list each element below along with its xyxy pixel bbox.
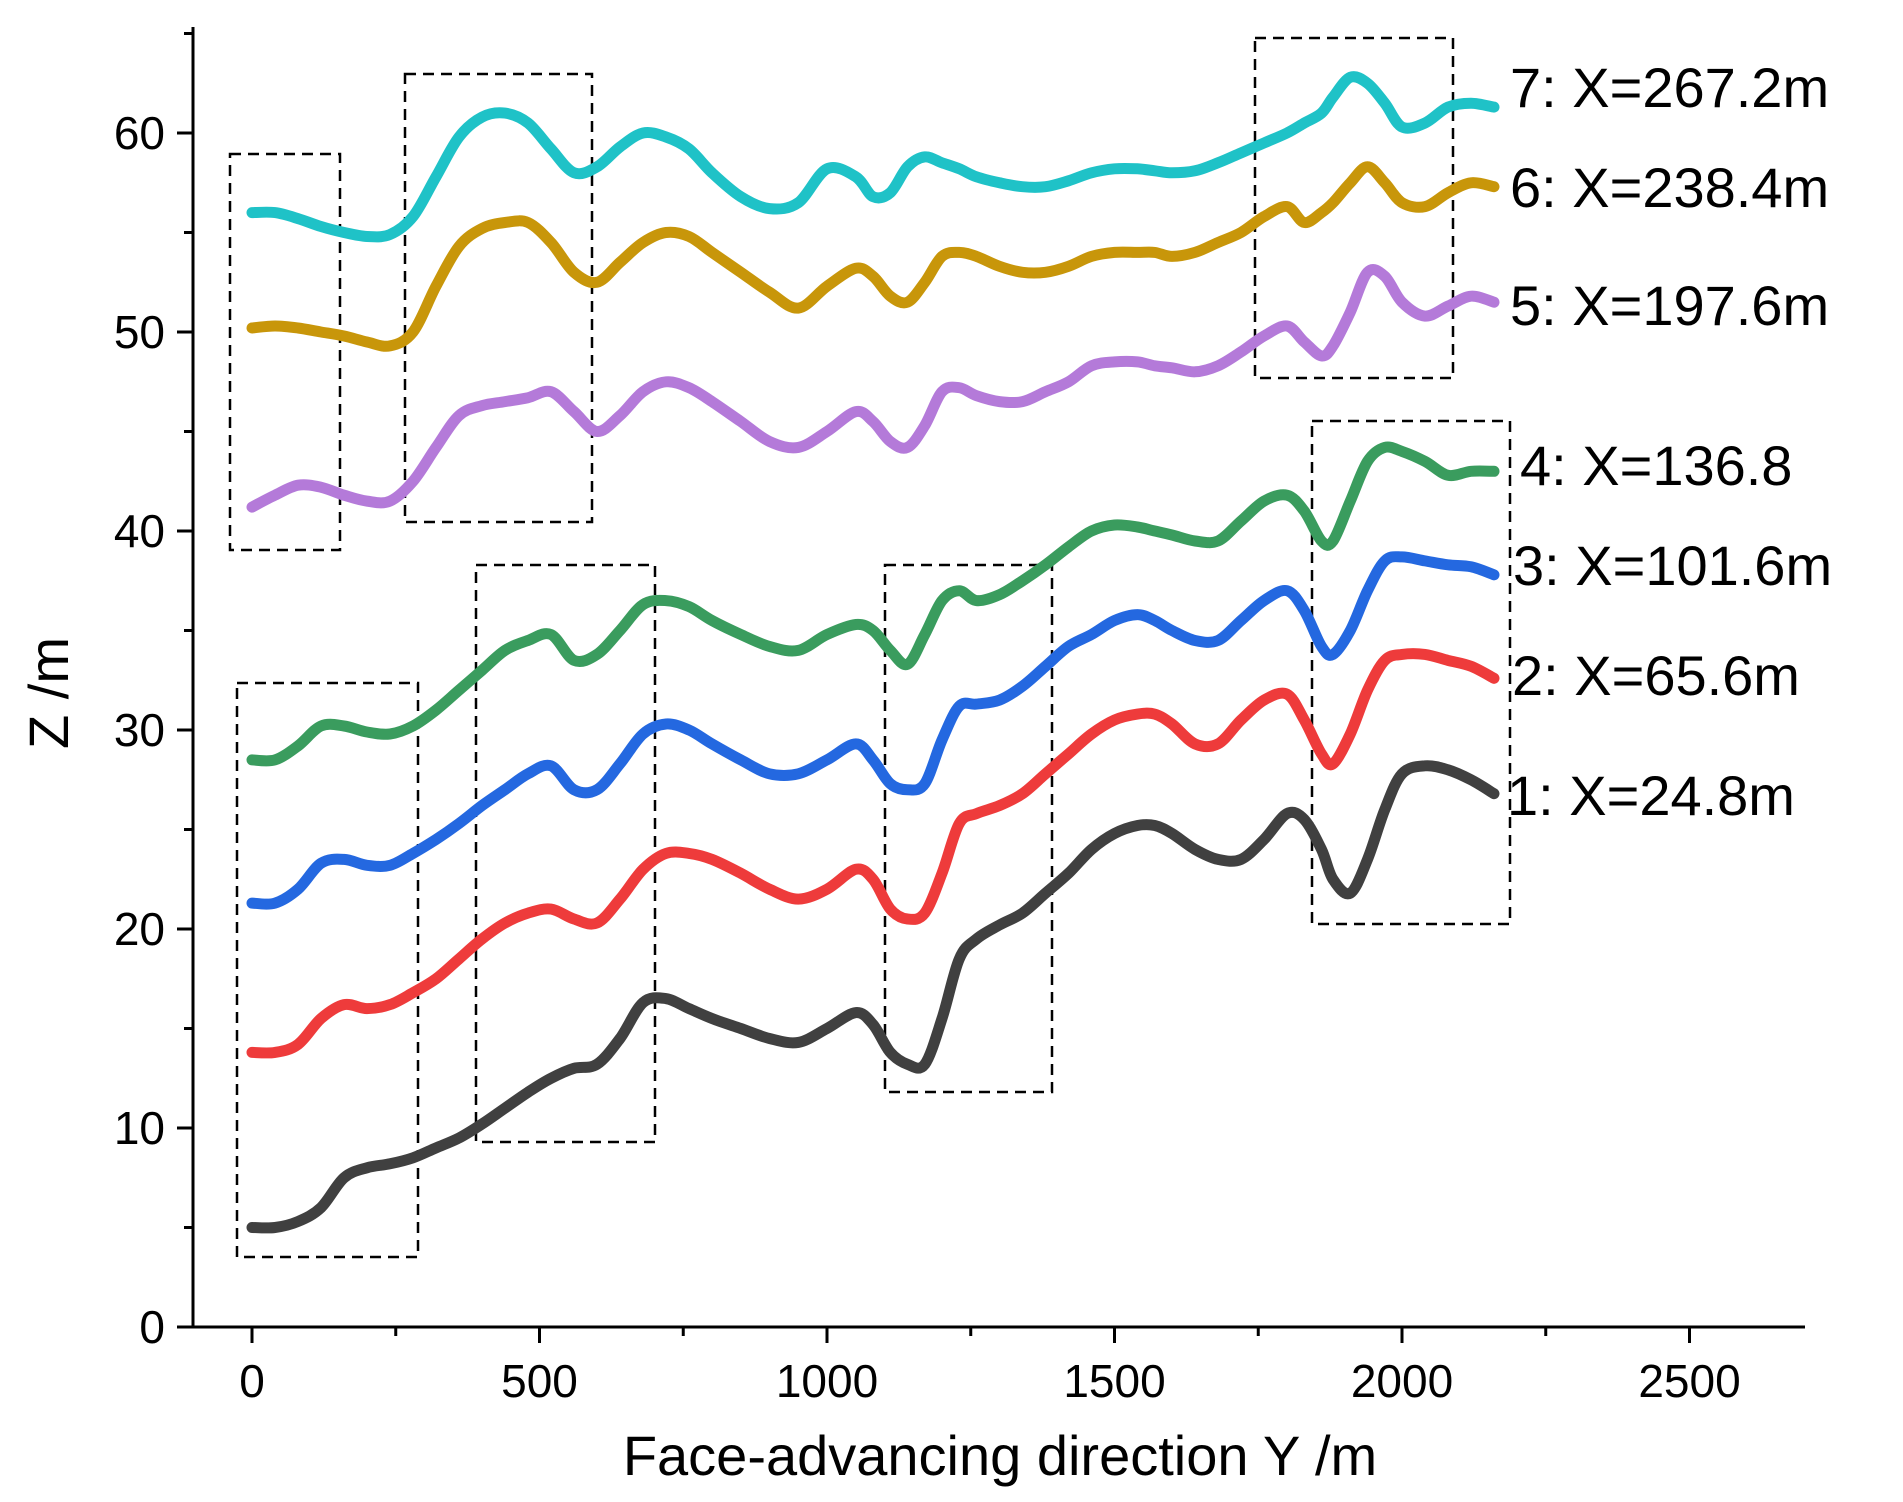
series-label-1: 1: X=24.8m xyxy=(1507,764,1795,827)
series-line-5 xyxy=(246,264,1500,513)
x-tick-label: 2000 xyxy=(1351,1355,1453,1407)
series-label-7: 7: X=267.2m xyxy=(1510,56,1829,119)
y-tick-label: 20 xyxy=(114,903,165,955)
y-tick-label: 40 xyxy=(114,505,165,557)
y-tick-label: 60 xyxy=(114,107,165,159)
series-label-2: 2: X=65.6m xyxy=(1512,644,1800,707)
anomaly-box xyxy=(403,72,594,524)
series-line-2 xyxy=(246,648,1500,1059)
y-tick-label: 50 xyxy=(114,306,165,358)
series-label-5: 5: X=197.6m xyxy=(1510,274,1829,337)
series-line-1 xyxy=(246,760,1500,1234)
anomaly-boxes xyxy=(228,36,1512,1259)
y-tick-label: 10 xyxy=(114,1102,165,1154)
anomaly-box xyxy=(235,681,420,1259)
anomaly-box xyxy=(1253,36,1455,380)
series-line-4 xyxy=(246,441,1500,767)
x-tick-label: 1500 xyxy=(1063,1355,1165,1407)
x-tick-label: 0 xyxy=(239,1355,265,1407)
series-line-7 xyxy=(246,71,1500,243)
y-tick-label: 0 xyxy=(139,1301,165,1353)
series-layer xyxy=(246,71,1500,1234)
series-label-3: 3: X=101.6m xyxy=(1513,534,1832,597)
x-tick-label: 1000 xyxy=(776,1355,878,1407)
axes: 0 500 1000 1500 2000 2500 0 10 20 30 40 50 60 xyxy=(114,27,1805,1407)
anomaly-box xyxy=(1310,419,1512,926)
x-tick-label: 500 xyxy=(501,1355,578,1407)
series-line-3 xyxy=(246,551,1500,910)
y-axis-title: Z /m xyxy=(17,637,80,749)
y-tick-label: 30 xyxy=(114,704,165,756)
x-axis-title: Face-advancing direction Y /m xyxy=(623,1424,1377,1487)
series-line-6 xyxy=(246,161,1500,352)
x-tick-label: 2500 xyxy=(1638,1355,1740,1407)
series-label-4: 4: X=136.8 xyxy=(1520,434,1792,497)
series-label-6: 6: X=238.4m xyxy=(1510,156,1829,219)
anomaly-box xyxy=(228,152,342,552)
series-labels: 1: X=24.8m 2: X=65.6m 3: X=101.6m 4: X=136.… xyxy=(1507,56,1832,827)
anomaly-box xyxy=(883,563,1054,1094)
